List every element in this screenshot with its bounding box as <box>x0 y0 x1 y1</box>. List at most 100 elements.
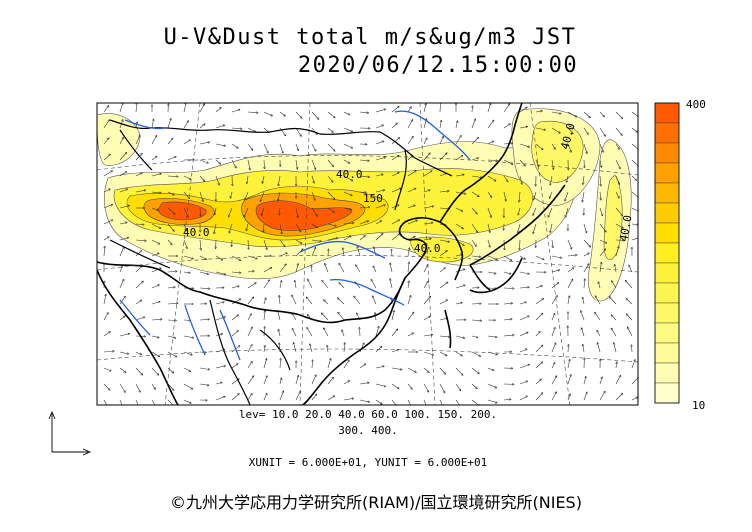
wind-arrow <box>183 367 191 372</box>
wind-arrow <box>503 288 514 289</box>
wind-arrow <box>375 157 386 161</box>
wind-arrow <box>631 191 638 198</box>
wind-arrow <box>199 142 210 145</box>
wind-arrow <box>183 140 190 145</box>
wind-arrow <box>279 378 282 385</box>
wind-arrow <box>167 176 178 177</box>
wind-arrow <box>359 112 369 113</box>
wind-arrow <box>260 191 265 201</box>
wind-arrow <box>375 190 385 193</box>
wind-arrow <box>423 316 430 321</box>
wind-arrow <box>247 297 254 305</box>
wind-arrow <box>487 335 497 337</box>
wind-arrow <box>354 296 361 305</box>
wind-arrow <box>567 175 569 182</box>
wind-arrow <box>263 239 267 250</box>
wind-arrow <box>503 335 514 336</box>
wind-arrow <box>229 207 233 217</box>
wind-arrow <box>567 111 577 117</box>
wind-arrow <box>136 122 137 129</box>
wind-arrow <box>119 296 125 305</box>
wind-arrow <box>295 207 298 217</box>
wind-arrow <box>626 314 633 321</box>
wind-arrow <box>199 271 209 274</box>
wind-arrow <box>407 136 413 145</box>
wind-arrow <box>327 111 335 118</box>
wind-arrow <box>375 174 383 177</box>
wind-arrow <box>519 302 526 305</box>
wind-arrow <box>519 381 528 385</box>
colorbar-cell <box>654 102 680 124</box>
wind-arrow <box>551 255 562 258</box>
wind-arrow <box>231 394 239 401</box>
wind-arrow <box>264 159 265 169</box>
wind-arrow <box>343 223 354 224</box>
wind-arrow <box>295 223 301 232</box>
wind-arrow <box>183 103 186 113</box>
wind-arrow <box>583 111 590 118</box>
wind-arrow <box>312 360 313 369</box>
wind-arrow <box>487 223 490 233</box>
wind-arrow <box>104 246 105 257</box>
wind-arrow <box>423 190 430 193</box>
wind-arrow <box>103 367 111 371</box>
wind-arrow <box>279 281 282 289</box>
colorbar-cells <box>654 102 680 404</box>
wind-arrow <box>533 207 537 215</box>
wind-arrow <box>503 255 512 261</box>
wind-arrow <box>439 239 449 242</box>
colorbar-cell <box>654 162 680 184</box>
wind-arrow <box>423 223 433 225</box>
wind-arrow <box>487 175 496 181</box>
colorbar-cell <box>654 282 680 304</box>
wind-arrow <box>503 319 512 320</box>
wind-arrow <box>487 271 496 274</box>
wind-arrow <box>263 143 268 153</box>
wind-arrow <box>151 207 158 210</box>
chart-timestamp: 2020/06/12.15:00:00 <box>298 53 578 78</box>
wind-arrow <box>135 173 142 177</box>
wind-arrow <box>487 103 491 113</box>
map-panel: 40.0 40.0 150 40.0 40.0 40.0 <box>96 102 639 406</box>
wind-arrow <box>119 238 129 241</box>
wind-arrow <box>279 264 286 273</box>
wind-arrow <box>551 343 556 353</box>
wind-arrow <box>119 137 124 145</box>
wind-arrow <box>215 255 223 260</box>
wind-arrow <box>344 343 345 353</box>
wind-arrow <box>103 313 108 321</box>
wind-arrow <box>167 223 174 231</box>
wind-arrow <box>519 396 527 401</box>
wind-arrow <box>245 191 249 200</box>
wind-arrow <box>615 207 622 216</box>
wind-arrow <box>407 333 414 337</box>
wind-arrow <box>391 234 400 241</box>
wind-arrow <box>407 220 417 225</box>
wind-arrow <box>343 175 353 181</box>
wind-arrow <box>567 268 574 273</box>
wind-arrow <box>325 264 329 273</box>
wind-arrow <box>487 239 490 247</box>
wind-arrow <box>215 383 222 385</box>
wind-arrow <box>295 111 302 118</box>
wind-arrow <box>391 249 392 257</box>
wind-arrow <box>599 239 607 243</box>
wind-arrow <box>407 399 411 405</box>
wind-arrow <box>455 383 461 391</box>
colorbar-min-label: 10 <box>692 399 705 412</box>
wind-arrow <box>599 111 604 117</box>
wind-arrow <box>119 103 123 113</box>
wind-arrow <box>167 207 175 214</box>
wind-arrow <box>471 383 477 389</box>
wind-arrow <box>597 330 601 337</box>
wind-arrow <box>371 280 377 289</box>
wind-arrow <box>549 191 553 198</box>
wind-arrow <box>375 125 383 129</box>
wind-arrow <box>372 296 377 305</box>
wind-arrow <box>567 143 571 152</box>
wind-arrow <box>279 143 283 153</box>
wind-arrow <box>342 330 345 337</box>
wind-arrow <box>295 249 303 257</box>
wind-arrow <box>583 175 584 184</box>
